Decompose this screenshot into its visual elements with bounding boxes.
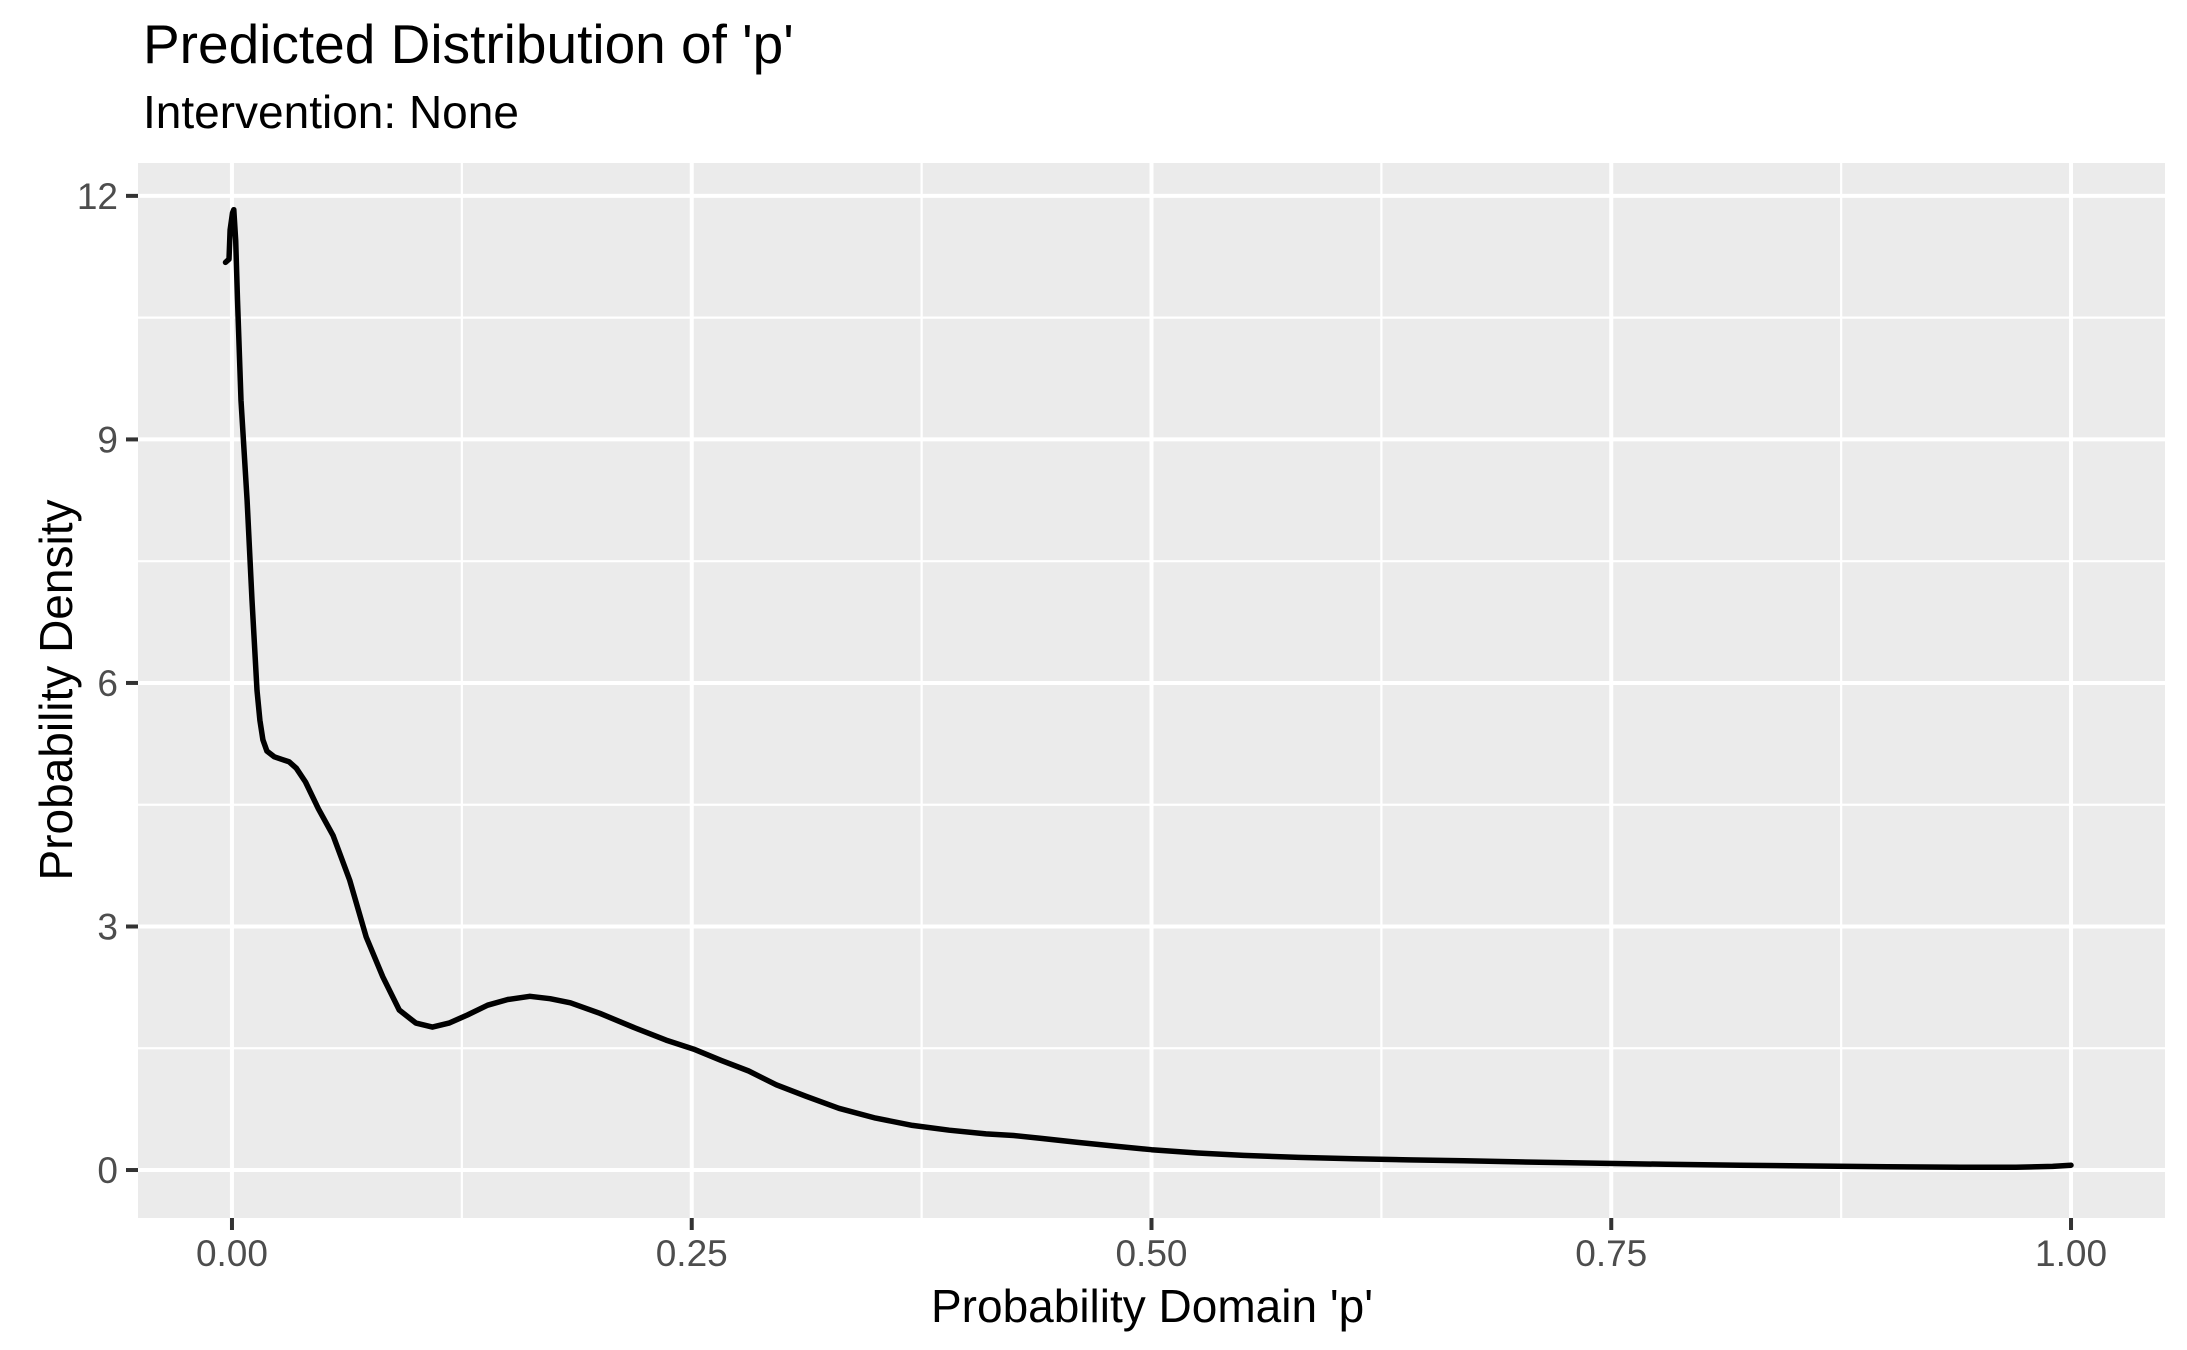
x-tick-label: 0.00 <box>196 1233 268 1274</box>
plot-subtitle: Intervention: None <box>143 86 519 138</box>
plot-title: Predicted Distribution of 'p' <box>143 13 794 75</box>
x-axis-tick-labels: 0.00 0.25 0.50 0.75 1.00 <box>196 1233 2107 1274</box>
x-tick-label: 0.25 <box>656 1233 728 1274</box>
y-axis-tick-labels: 0 3 6 9 12 <box>77 176 118 1191</box>
y-axis-title: Probability Density <box>30 500 82 881</box>
x-tick-label: 0.75 <box>1575 1233 1647 1274</box>
y-tick-label: 9 <box>97 419 118 460</box>
y-tick-label: 6 <box>97 663 118 704</box>
density-curve <box>222 206 2074 1170</box>
axis-tick-marks <box>126 193 2074 1230</box>
y-tick-label: 3 <box>97 906 118 947</box>
y-tick-label: 0 <box>97 1150 118 1191</box>
x-axis-title: Probability Domain 'p' <box>931 1280 1373 1332</box>
x-tick-label: 0.50 <box>1115 1233 1187 1274</box>
major-gridlines <box>138 163 2165 1218</box>
x-tick-label: 1.00 <box>2035 1233 2107 1274</box>
y-tick-label: 12 <box>77 176 118 217</box>
